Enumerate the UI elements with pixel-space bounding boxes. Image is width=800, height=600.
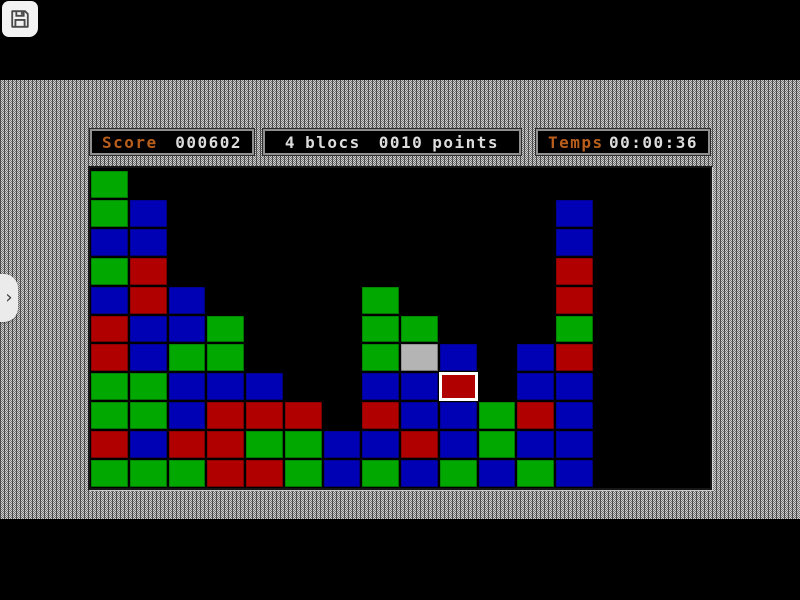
game-block[interactable] bbox=[245, 459, 284, 488]
time-box: Temps 00:00:36 bbox=[536, 129, 710, 155]
game-block[interactable] bbox=[283, 401, 323, 431]
game-block[interactable] bbox=[206, 430, 245, 460]
game-block[interactable] bbox=[516, 401, 555, 431]
game-block[interactable] bbox=[361, 343, 400, 373]
save-button[interactable] bbox=[2, 1, 38, 37]
game-block[interactable] bbox=[128, 372, 168, 402]
chevron-right-icon: › bbox=[5, 287, 13, 308]
floppy-disk-icon bbox=[9, 8, 31, 30]
game-block[interactable] bbox=[516, 430, 555, 460]
game-block[interactable] bbox=[400, 401, 439, 431]
game-block[interactable] bbox=[245, 401, 284, 431]
game-block[interactable] bbox=[361, 372, 400, 402]
game-block[interactable] bbox=[361, 314, 400, 344]
game-block[interactable] bbox=[90, 285, 129, 315]
game-block[interactable] bbox=[400, 343, 439, 373]
game-block[interactable] bbox=[206, 459, 245, 488]
game-block[interactable] bbox=[167, 285, 207, 315]
game-block[interactable] bbox=[90, 343, 129, 373]
game-block[interactable] bbox=[322, 459, 362, 488]
game-block[interactable] bbox=[206, 314, 245, 344]
game-block[interactable] bbox=[206, 343, 245, 373]
game-block[interactable] bbox=[361, 401, 400, 431]
points-value: 0010 bbox=[378, 132, 424, 152]
game-block[interactable] bbox=[283, 459, 323, 488]
game-block[interactable] bbox=[90, 314, 129, 344]
game-block[interactable] bbox=[322, 430, 362, 460]
game-block[interactable] bbox=[555, 256, 594, 286]
time-label: Temps bbox=[548, 132, 604, 152]
game-block[interactable] bbox=[167, 430, 207, 460]
game-block[interactable] bbox=[167, 343, 207, 373]
score-label: Score bbox=[102, 132, 158, 152]
game-block[interactable] bbox=[438, 343, 478, 373]
game-block[interactable] bbox=[128, 314, 168, 344]
game-block[interactable] bbox=[555, 343, 594, 373]
game-block[interactable] bbox=[555, 430, 594, 460]
game-block[interactable] bbox=[90, 430, 129, 460]
game-block[interactable] bbox=[128, 401, 168, 431]
game-block[interactable] bbox=[400, 314, 439, 344]
blocks-unit: blocs bbox=[305, 132, 361, 152]
score-box: Score 000602 bbox=[90, 129, 254, 155]
game-block[interactable] bbox=[245, 372, 284, 402]
game-block[interactable] bbox=[477, 430, 517, 460]
game-block[interactable] bbox=[90, 372, 129, 402]
game-block[interactable] bbox=[167, 372, 207, 402]
game-block[interactable] bbox=[477, 459, 517, 488]
game-block[interactable] bbox=[167, 314, 207, 344]
game-block[interactable] bbox=[400, 459, 439, 488]
game-block[interactable] bbox=[555, 227, 594, 257]
selection-info-box: 4 blocs 0010 points bbox=[263, 129, 521, 155]
game-block[interactable] bbox=[438, 401, 478, 431]
game-block[interactable] bbox=[128, 198, 168, 228]
game-block[interactable] bbox=[400, 430, 439, 460]
game-block[interactable] bbox=[516, 372, 555, 402]
selected-block[interactable] bbox=[438, 372, 478, 402]
game-block[interactable] bbox=[477, 401, 517, 431]
points-unit: points bbox=[432, 132, 500, 152]
game-board bbox=[88, 166, 712, 490]
game-block[interactable] bbox=[206, 372, 245, 402]
game-block[interactable] bbox=[361, 285, 400, 315]
game-block[interactable] bbox=[167, 459, 207, 488]
game-block[interactable] bbox=[555, 285, 594, 315]
game-block[interactable] bbox=[361, 430, 400, 460]
game-block[interactable] bbox=[90, 401, 129, 431]
game-block[interactable] bbox=[128, 430, 168, 460]
game-block[interactable] bbox=[516, 343, 555, 373]
game-block[interactable] bbox=[128, 227, 168, 257]
game-block[interactable] bbox=[90, 227, 129, 257]
blocks-count: 4 bbox=[284, 132, 297, 152]
game-block[interactable] bbox=[206, 401, 245, 431]
game-block[interactable] bbox=[90, 170, 129, 199]
expand-panel-tab[interactable]: › bbox=[0, 274, 18, 322]
game-block[interactable] bbox=[438, 430, 478, 460]
game-block[interactable] bbox=[555, 401, 594, 431]
game-block[interactable] bbox=[555, 372, 594, 402]
game-block[interactable] bbox=[128, 285, 168, 315]
score-value: 000602 bbox=[175, 132, 242, 152]
game-block[interactable] bbox=[361, 459, 400, 488]
game-block[interactable] bbox=[438, 459, 478, 488]
game-block[interactable] bbox=[283, 430, 323, 460]
game-block[interactable] bbox=[555, 459, 594, 488]
time-value: 00:00:36 bbox=[608, 132, 698, 152]
game-block[interactable] bbox=[128, 343, 168, 373]
game-block[interactable] bbox=[516, 459, 555, 488]
game-block[interactable] bbox=[555, 198, 594, 228]
game-block[interactable] bbox=[90, 198, 129, 228]
game-block[interactable] bbox=[400, 372, 439, 402]
game-block[interactable] bbox=[245, 430, 284, 460]
game-block[interactable] bbox=[128, 459, 168, 488]
game-block[interactable] bbox=[90, 459, 129, 488]
game-block[interactable] bbox=[555, 314, 594, 344]
game-block[interactable] bbox=[90, 256, 129, 286]
game-block[interactable] bbox=[128, 256, 168, 286]
game-block[interactable] bbox=[167, 401, 207, 431]
